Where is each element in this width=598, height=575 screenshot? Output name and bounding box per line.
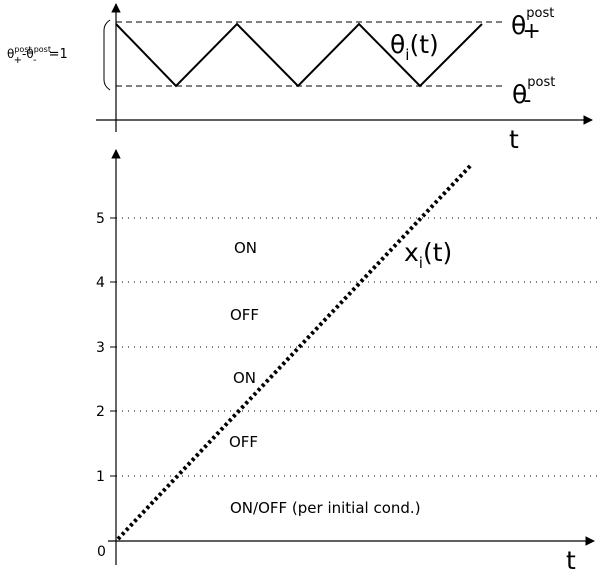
- origin-label: 0: [97, 544, 106, 560]
- range-brace: [103, 19, 111, 91]
- region-label-4: ON: [234, 239, 257, 257]
- bottom-panel: 1 2 3 4 5 0 xi(t) ON/OFF (per initial co…: [96, 149, 598, 575]
- theta-zigzag-curve: [115, 22, 483, 88]
- tick-label-2: 2: [96, 404, 105, 420]
- bottom-x-axis-label: t: [566, 546, 576, 575]
- top-panel: θpost +-θpost - =1 θi(t) θpost + θpost - t: [7, 3, 593, 154]
- x-line-label: xi(t): [404, 238, 452, 272]
- y-tick-marks: [110, 217, 116, 477]
- theta-minus-label: θpost -: [512, 75, 555, 113]
- region-label-1: OFF: [229, 433, 258, 451]
- region-labels: ON/OFF (per initial cond.) OFF ON OFF ON: [229, 239, 421, 517]
- top-x-axis-label: t: [509, 125, 519, 154]
- tick-label-5: 5: [96, 211, 105, 227]
- theta-curve-label: θi(t): [390, 30, 439, 64]
- threshold-gridlines: [116, 217, 598, 477]
- tick-label-3: 3: [96, 340, 105, 356]
- region-label-2: ON: [233, 369, 256, 387]
- theta-plus-label: θpost +: [511, 6, 554, 44]
- tick-label-1: 1: [96, 469, 105, 485]
- y-tick-labels: 1 2 3 4 5: [96, 211, 105, 485]
- x-dotted-line: [116, 162, 474, 541]
- range-label: θpost +-θpost - =1: [7, 45, 68, 66]
- region-label-0: ON/OFF (per initial cond.): [230, 499, 421, 517]
- region-label-3: OFF: [230, 306, 259, 324]
- tick-label-4: 4: [96, 275, 105, 291]
